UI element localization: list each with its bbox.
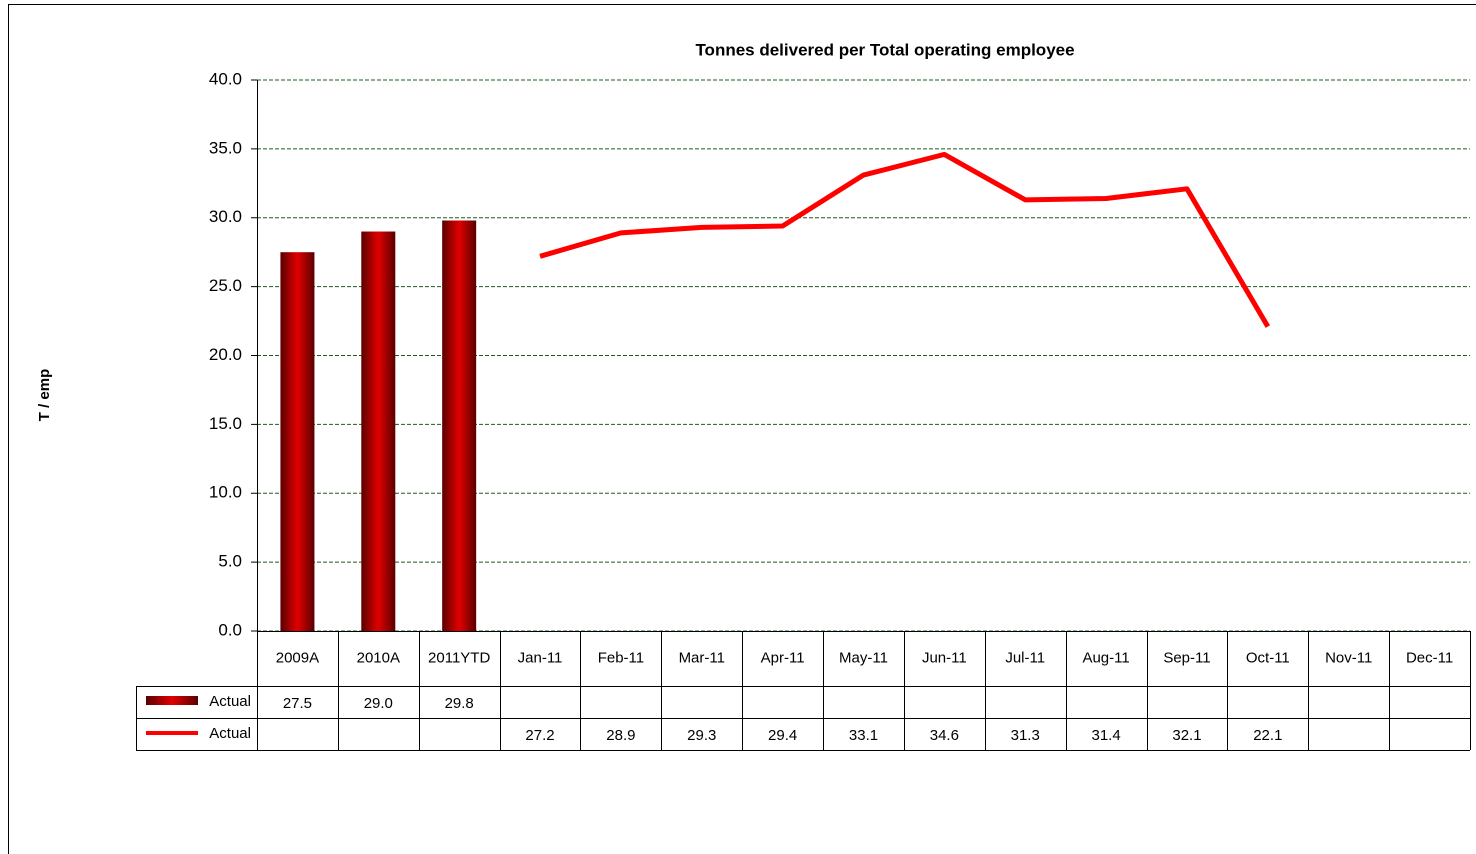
table-value: 27.2 — [525, 727, 554, 744]
legend-label: Actual — [209, 693, 251, 710]
x-tick-label: Mar-11 — [679, 649, 725, 666]
bar — [442, 220, 477, 631]
y-tick-label: 5.0 — [218, 552, 242, 571]
x-tick-label: Dec-11 — [1406, 649, 1453, 666]
y-axis-title: T / emp — [36, 369, 53, 422]
y-tick-label: 30.0 — [209, 207, 242, 226]
x-tick-label: Oct-11 — [1246, 649, 1290, 666]
x-tick-label: Feb-11 — [598, 649, 644, 666]
legend-label: Actual — [209, 725, 251, 742]
y-tick-label: 20.0 — [209, 345, 242, 364]
table-value: 31.4 — [1091, 727, 1120, 744]
bar — [280, 252, 315, 631]
y-tick-label: 15.0 — [209, 414, 242, 433]
bar — [361, 231, 396, 631]
x-tick-label: May-11 — [839, 649, 888, 666]
x-tick-label: Apr-11 — [761, 649, 805, 666]
line — [539, 151, 1270, 328]
table-value: 31.3 — [1011, 727, 1040, 744]
y-tick-label: 0.0 — [218, 620, 242, 639]
table-value: 32.1 — [1172, 727, 1201, 744]
y-tick-label: 10.0 — [209, 483, 242, 502]
table-value: 27.5 — [283, 695, 312, 712]
legend-key — [146, 696, 198, 705]
table-value: 33.1 — [849, 727, 878, 744]
x-tick-label: Jan-11 — [518, 649, 563, 666]
x-tick-label: Nov-11 — [1325, 649, 1372, 666]
chart-title: Tonnes delivered per Total operating emp… — [695, 40, 1074, 59]
table-value: 29.4 — [768, 727, 797, 744]
y-tick-label: 25.0 — [209, 276, 242, 295]
table-value: 22.1 — [1253, 727, 1282, 744]
y-tick-label: 40.0 — [209, 69, 242, 88]
x-tick-label: 2011YTD — [428, 649, 490, 666]
y-tick-label: 35.0 — [209, 138, 242, 157]
x-tick-label: Sep-11 — [1163, 649, 1210, 666]
x-tick-label: Jun-11 — [922, 649, 967, 666]
table-value: 28.9 — [606, 727, 635, 744]
table-value: 29.3 — [687, 727, 716, 744]
table-value: 34.6 — [930, 727, 959, 744]
x-tick-label: Aug-11 — [1082, 649, 1129, 666]
table-value: 29.0 — [364, 695, 393, 712]
table-value: 29.8 — [445, 695, 474, 712]
x-tick-label: 2010A — [357, 649, 400, 666]
x-tick-label: Jul-11 — [1005, 649, 1045, 666]
x-tick-label: 2009A — [276, 649, 319, 666]
